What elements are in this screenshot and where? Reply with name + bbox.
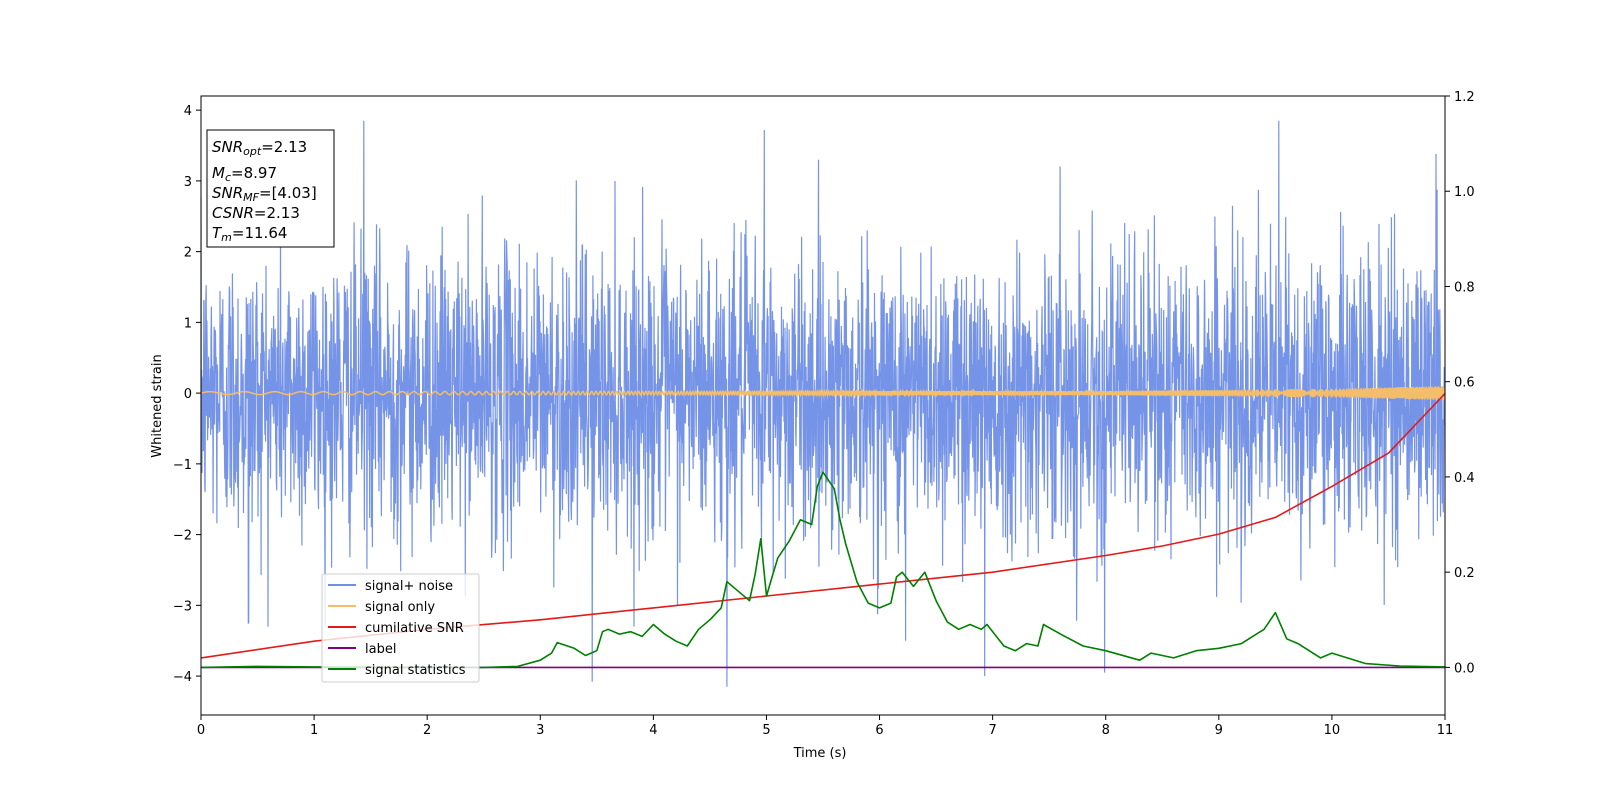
y2-tick-label: 0.8 (1454, 280, 1475, 295)
x-tick-label: 3 (536, 723, 544, 738)
tm-annotation: Tm=11.64 (212, 224, 287, 244)
y-tick-label: −1 (173, 458, 192, 473)
x-tick-label: 4 (649, 723, 657, 738)
y2-tick-label: 0.4 (1454, 471, 1475, 486)
legend-item-signal-only: signal only (328, 600, 435, 615)
y-tick-label: −2 (173, 529, 192, 544)
series-signal-statistics (201, 471, 1445, 669)
x-axis-label: Time (s) (793, 746, 847, 761)
legend-label-signal-noise: signal+ noise (365, 579, 453, 594)
x-tick-label: 11 (1437, 723, 1454, 738)
y-tick-label: 1 (184, 316, 192, 331)
legend-label-signal-only: signal only (365, 600, 435, 615)
mc-annotation: Mc=8.97 (212, 164, 277, 184)
legend-label-cumulative-snr: cumilative SNR (365, 621, 464, 636)
legend-label-label: label (365, 642, 396, 657)
axes-frame (200, 95, 1446, 716)
y2-tick-label: 0.0 (1454, 661, 1475, 676)
x-tick-label: 9 (1215, 723, 1223, 738)
snr-opt-annotation: SNRopt=2.13 (212, 138, 307, 158)
y-axis-label: Whitened strain (150, 354, 165, 457)
series-signal-noise (201, 120, 1445, 687)
snr-mf-annotation: SNRMF=[4.03] (212, 184, 317, 204)
y2-tick-label: 1.0 (1454, 185, 1475, 200)
csnr-annotation: CSNR=2.13 (212, 204, 300, 222)
legend-item-cumulative-snr: cumilative SNR (328, 621, 464, 636)
x-tick-label: 5 (762, 723, 770, 738)
legend-item-label: label (328, 642, 396, 657)
series-signal-only (201, 386, 1445, 401)
x-tick-label: 0 (197, 723, 205, 738)
annotation-box: SNRopt=2.13 Mc=8.97 SNRMF=[4.03] CSNR=2.… (206, 129, 335, 248)
legend-item-signal-noise: signal+ noise (328, 579, 453, 594)
x-tick-label: 8 (1102, 723, 1110, 738)
y-tick-label: 4 (184, 104, 192, 119)
x-tick-label: 10 (1324, 723, 1341, 738)
y2-tick-label: 0.2 (1454, 566, 1475, 581)
x-tick-label: 7 (988, 723, 996, 738)
y-tick-label: 3 (184, 175, 192, 190)
y-tick-label: 2 (184, 246, 192, 261)
y-tick-label: 0 (184, 387, 192, 402)
y-tick-label: −3 (173, 599, 192, 614)
axes: 0 1 2 3 4 5 6 7 8 9 10 1143210−1−2−3−41.21.00.80.60… (173, 90, 1475, 738)
y2-tick-label: 0.6 (1454, 376, 1475, 391)
x-tick-label: 6 (875, 723, 883, 738)
x-tick-label: 2 (423, 723, 431, 738)
legend-label-signal-statistics: signal statistics (365, 663, 466, 678)
legend-item-signal-statistics: signal statistics (328, 663, 466, 678)
y-tick-label: −4 (173, 670, 192, 685)
legend: signal+ noise signal only cumilative SNR… (321, 573, 480, 683)
y2-tick-label: 1.2 (1454, 90, 1475, 105)
x-tick-label: 1 (310, 723, 318, 738)
